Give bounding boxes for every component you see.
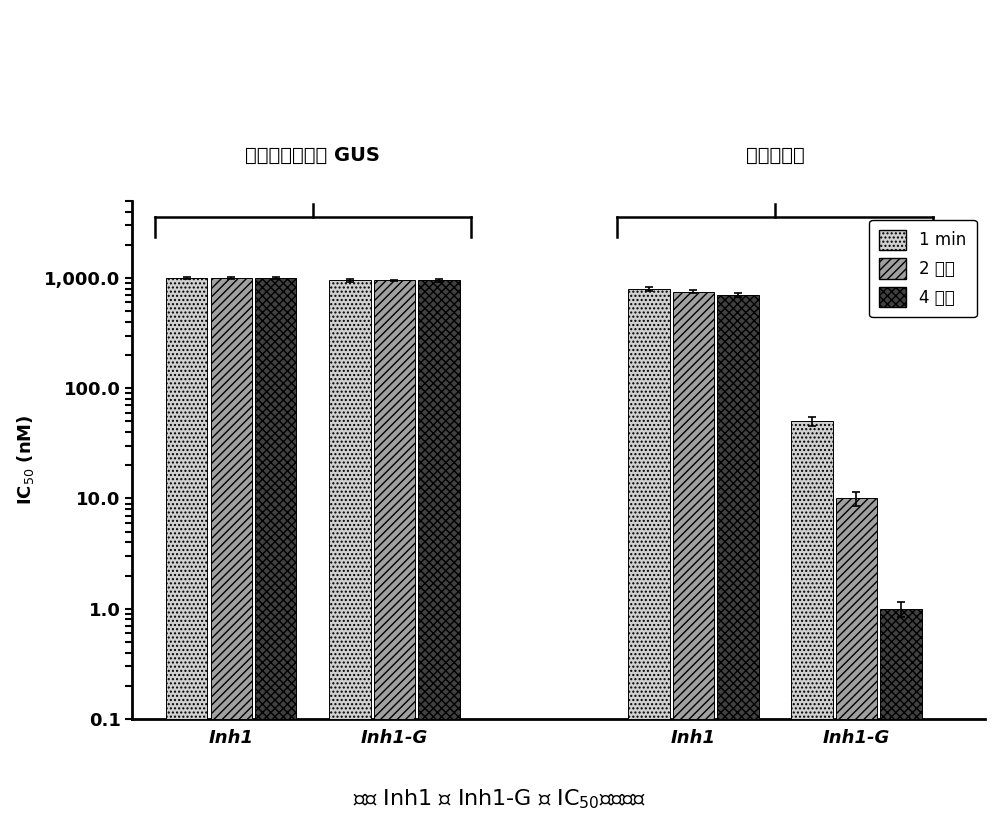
Text: 活大肠杆菌: 活大肠杆菌: [746, 146, 804, 165]
Bar: [836, 499, 877, 819]
Bar: [329, 280, 371, 819]
Bar: [880, 609, 922, 819]
Bar: [374, 280, 415, 819]
Text: 总结 Inh1 和 Inh1-G 的 IC$_{50}$的条形图: 总结 Inh1 和 Inh1-G 的 IC$_{50}$的条形图: [353, 787, 647, 811]
Bar: [628, 289, 670, 819]
Y-axis label: IC$_{50}$ (nM): IC$_{50}$ (nM): [15, 414, 36, 505]
Bar: [255, 278, 296, 819]
Bar: [166, 278, 207, 819]
Text: 纴化的大肠杆菌 GUS: 纴化的大肠杆菌 GUS: [245, 146, 380, 165]
Bar: [418, 280, 460, 819]
Legend: 1 min, 2 小时, 4 小时: 1 min, 2 小时, 4 小时: [869, 219, 977, 317]
Bar: [211, 278, 252, 819]
Bar: [791, 422, 833, 819]
Bar: [717, 295, 759, 819]
Bar: [673, 292, 714, 819]
